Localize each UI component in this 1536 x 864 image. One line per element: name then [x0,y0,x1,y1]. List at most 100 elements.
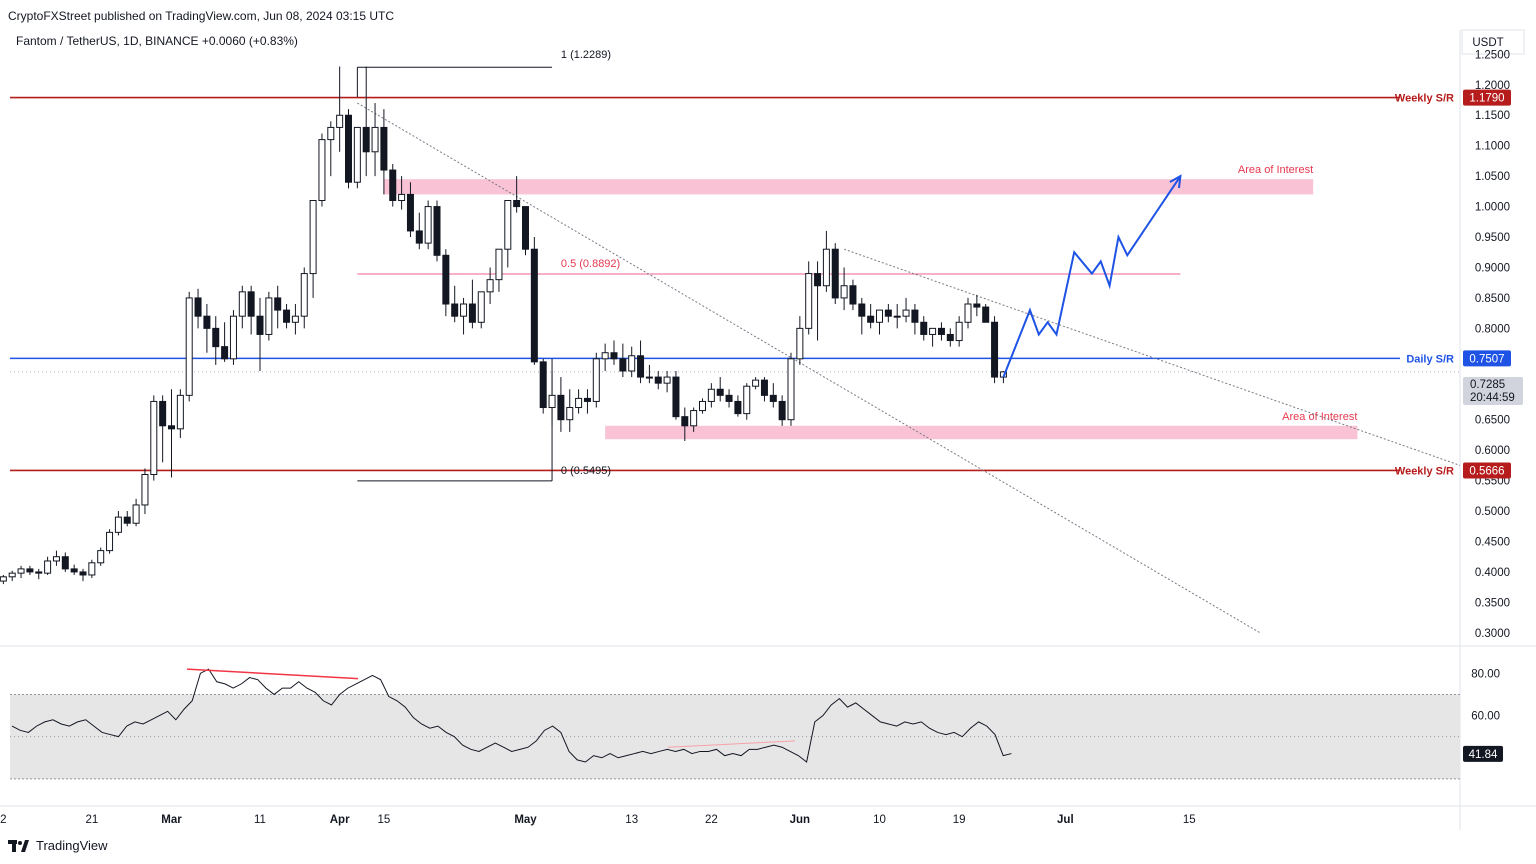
candle-body [530,248,538,363]
x-tick-label: May [514,814,537,826]
x-tick-label: Apr [330,814,350,826]
candle-body [707,388,715,402]
candle-body [265,297,273,335]
candle-body [477,291,485,323]
candle-body [752,379,760,387]
candle-body [114,516,122,533]
candle-body [548,394,556,409]
y-tick-label: 0.5000 [1475,506,1510,518]
candle-body [17,568,25,574]
candle-body [238,291,246,317]
candle-body [964,303,972,323]
candle-body [132,504,140,524]
y-tick-label: 0.9500 [1475,232,1510,244]
candle-body [672,376,680,418]
trend-layer [357,102,1461,634]
candle-body [460,303,468,317]
candle-body [601,352,609,360]
y-tick-label: 0.3500 [1475,597,1510,609]
projection-layer [1002,174,1182,378]
candle-body [592,358,600,402]
area-of-interest-zone [605,425,1358,440]
candle-body [327,126,335,141]
candle-body [893,315,901,318]
fib-label-05: 0.5 (0.8892) [561,258,620,270]
bearish-divergence-line [186,668,359,680]
candle-body [26,568,34,573]
level-price-tag [1463,350,1511,367]
candle-body [734,400,742,415]
level-price-tag-text: 0.7507 [1469,353,1504,365]
x-tick-label: 13 [625,814,638,826]
y-tick-label: 1.2500 [1475,49,1510,61]
candle-body [946,333,954,342]
candle-body [884,309,892,317]
candle-body [389,169,397,201]
level-price-tag-text: 1.1790 [1469,93,1504,105]
candle-body [318,139,326,201]
fib-label-1: 1 (1.2289) [561,49,611,61]
countdown-text: 20:44:59 [1470,392,1515,404]
candle-body [876,309,883,323]
rsi-layer [10,668,1460,780]
descending-trendline-minor [843,248,1461,466]
candle-body [619,358,627,372]
candle-body [920,321,928,335]
candle-body [681,416,689,427]
current-price-text: 0.7285 [1470,379,1505,391]
candle-body [300,273,308,317]
y-tick-label: 0.8500 [1475,293,1510,305]
candle-body [194,297,202,317]
currency-box [1461,29,1525,55]
y-tick-label: 0.4500 [1475,536,1510,548]
candle-body [406,193,414,232]
candle-body [982,306,990,323]
y-tick-label: 1.1500 [1475,110,1510,122]
candle-body [424,206,432,244]
candle-body [583,397,591,402]
candle-body [513,199,521,208]
candle-body [79,571,87,576]
candle-body [663,376,671,384]
candle-body [991,321,999,378]
candle-body [336,114,344,128]
y-tick-label: 0.9000 [1475,262,1510,274]
candle-body [168,425,175,430]
candle-body [566,407,574,421]
rsi-tick-label: 80.00 [1471,668,1500,680]
candle-body [805,273,813,329]
candle-body [415,230,423,244]
candle-body [256,315,264,335]
candle-body [70,568,78,573]
candle-body [557,394,565,421]
candle-body [575,397,583,409]
candles-layer [0,66,1007,585]
candle-body [902,309,910,317]
candle-body [468,303,476,323]
y-tick-label: 1.2000 [1475,80,1510,92]
candle-body [150,400,158,476]
current-price-tag [1463,377,1523,405]
candle-body [159,400,167,427]
x-tick-label: 2 [0,814,6,826]
x-tick-label: 15 [378,814,391,826]
symbol-title: Fantom / TetherUS, 1D, BINANCE +0.0060 (… [16,34,298,48]
published-header: CryptoFXStreet published on TradingView.… [8,9,394,23]
y-tick-label: 0.8000 [1475,323,1510,335]
candle-body [814,273,822,287]
candle-body [840,285,848,299]
candle-body [645,376,653,379]
y-tick-label: 1.0000 [1475,202,1510,214]
level-price-tag [1463,462,1511,479]
tradingview-logo[interactable]: TradingView [8,838,108,853]
candle-body [787,358,795,421]
candle-body [504,199,512,250]
candle-body [247,291,255,317]
candle-body [955,321,963,342]
x-tick-label: 21 [85,814,98,826]
fib-layer: 1 (1.2289) 0.5 (0.8892) 0 (0.5495) [356,49,1181,482]
candle-body [433,206,441,256]
area-of-interest-zone [383,179,1314,195]
rsi-value-tag [1463,745,1503,762]
